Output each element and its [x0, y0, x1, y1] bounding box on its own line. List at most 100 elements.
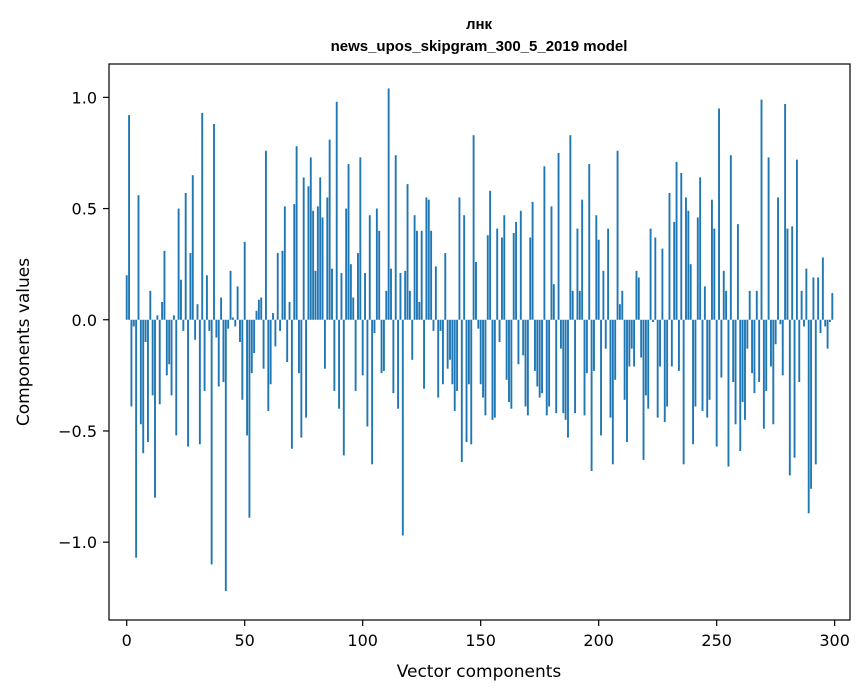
- bar-component-63: [274, 319, 277, 347]
- bar-component-281: [788, 319, 791, 476]
- bar-component-168: [522, 319, 525, 356]
- bar-component-220: [644, 319, 647, 396]
- bar-component-59: [264, 150, 267, 320]
- bar-component-80: [314, 270, 317, 320]
- bar-component-287: [803, 319, 805, 327]
- bar-component-217: [637, 277, 640, 320]
- bar-component-68: [286, 319, 289, 363]
- bar-component-227: [661, 248, 664, 320]
- bar-component-30: [196, 304, 199, 320]
- bar-component-66: [281, 250, 284, 320]
- bar-component-226: [659, 319, 661, 367]
- bar-component-62: [272, 313, 274, 320]
- bar-component-115: [397, 319, 400, 409]
- bar-component-136: [446, 319, 449, 369]
- bar-component-50: [243, 241, 246, 320]
- bar-component-276: [777, 197, 779, 320]
- bar-component-2: [130, 319, 133, 407]
- bar-component-73: [298, 319, 300, 374]
- bar-component-17: [165, 319, 168, 376]
- bar-component-185: [562, 319, 565, 414]
- bar-component-78: [309, 157, 312, 320]
- bar-component-192: [578, 290, 581, 320]
- bar-component-113: [392, 319, 395, 394]
- bar-component-95: [349, 264, 352, 320]
- bar-component-253: [722, 270, 725, 320]
- bar-component-144: [465, 319, 468, 443]
- bar-component-137: [449, 319, 451, 360]
- bar-component-257: [732, 319, 735, 383]
- bar-component-209: [618, 304, 621, 320]
- bar-component-242: [696, 217, 699, 320]
- bar-component-58: [262, 319, 265, 369]
- bar-component-174: [536, 319, 539, 387]
- bar-component-241: [694, 319, 697, 407]
- bar-component-13: [156, 315, 159, 320]
- bar-component-176: [541, 319, 543, 394]
- bar-component-157: [496, 228, 499, 320]
- bar-component-293: [817, 277, 820, 320]
- bar-component-179: [548, 319, 551, 407]
- bar-component-14: [158, 319, 161, 405]
- bar-component-24: [182, 319, 185, 331]
- bar-component-65: [279, 319, 282, 331]
- y-tick-label: 0.5: [72, 200, 97, 219]
- bar-component-250: [715, 319, 718, 447]
- bar-component-48: [239, 319, 241, 342]
- bar-component-228: [663, 319, 666, 423]
- bar-component-92: [342, 319, 345, 456]
- bar-component-201: [600, 319, 602, 436]
- bar-component-295: [821, 257, 824, 320]
- bar-component-177: [543, 166, 546, 320]
- bar-component-138: [451, 319, 454, 385]
- bar-component-57: [260, 297, 263, 320]
- bar-component-149: [477, 319, 480, 329]
- bar-component-291: [812, 277, 815, 320]
- bar-component-102: [366, 319, 369, 427]
- bar-component-279: [784, 104, 787, 320]
- bar-component-145: [467, 319, 470, 385]
- bar-component-258: [734, 319, 737, 425]
- bar-component-61: [269, 319, 272, 385]
- bar-component-125: [420, 230, 423, 320]
- bar-component-7: [142, 319, 145, 454]
- bar-component-105: [373, 319, 376, 334]
- bar-component-158: [498, 319, 501, 342]
- bar-component-225: [656, 319, 659, 418]
- bar-component-163: [510, 319, 513, 409]
- bar-component-197: [590, 319, 593, 471]
- bar-component-231: [670, 319, 673, 367]
- bar-component-128: [427, 199, 430, 320]
- bar-component-94: [347, 164, 350, 320]
- bar-component-21: [175, 319, 178, 436]
- bar-component-260: [739, 319, 742, 451]
- bar-component-97: [354, 319, 357, 391]
- bar-component-274: [772, 319, 775, 425]
- bar-component-93: [345, 208, 348, 320]
- bar-component-151: [482, 319, 484, 398]
- bar-component-180: [550, 206, 553, 320]
- bar-component-268: [758, 319, 761, 383]
- bar-component-254: [725, 290, 728, 320]
- x-tick-label: 50: [235, 631, 255, 650]
- bar-component-0: [125, 275, 128, 320]
- bar-component-264: [748, 290, 751, 320]
- bar-component-229: [666, 319, 669, 407]
- bar-component-55: [255, 310, 258, 320]
- bar-component-237: [685, 197, 687, 320]
- bar-component-208: [616, 150, 619, 320]
- bar-component-76: [305, 319, 307, 418]
- bar-component-108: [380, 319, 383, 374]
- bar-component-83: [321, 217, 324, 320]
- bar-component-28: [191, 175, 194, 320]
- bar-component-25: [184, 192, 187, 320]
- bar-component-116: [399, 273, 402, 320]
- bar-component-129: [430, 230, 433, 320]
- bar-component-202: [602, 270, 605, 320]
- bar-component-8: [144, 319, 147, 342]
- bar-component-43: [227, 319, 230, 329]
- bar-component-261: [741, 319, 744, 403]
- bar-component-156: [493, 319, 496, 418]
- bar-component-240: [692, 319, 695, 445]
